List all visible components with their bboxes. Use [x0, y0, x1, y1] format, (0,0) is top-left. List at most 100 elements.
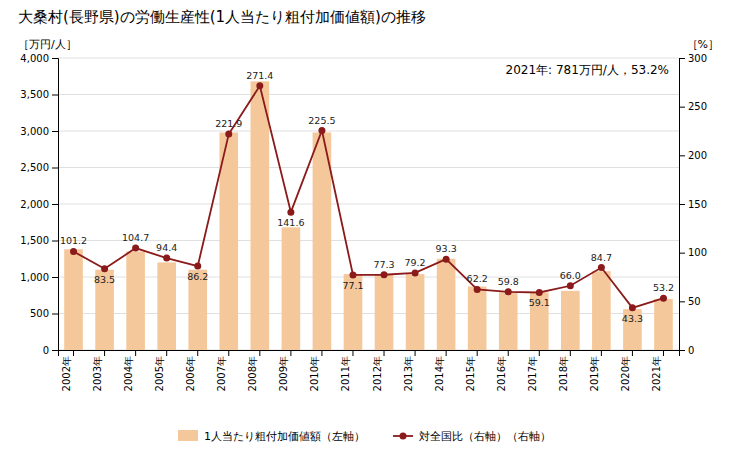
- tick: 2,000: [20, 199, 58, 210]
- tick-label: 2019年: [589, 356, 600, 391]
- legend-swatch: [178, 430, 198, 441]
- tick-mark: [259, 350, 260, 356]
- tick-mark: [539, 350, 540, 356]
- tick: 2013年: [403, 350, 416, 391]
- bar-series: [64, 81, 673, 350]
- tick: 1,500: [20, 235, 58, 246]
- tick: 2009年: [278, 350, 291, 391]
- tick-mark: [104, 350, 105, 356]
- title: 大桑村(長野県)の労働生産性(1人当たり粗付加価値額)の推移: [18, 8, 426, 26]
- chart-container: 05001,0001,5002,0002,5003,0003,5004,0000…: [0, 0, 729, 450]
- tick-mark: [52, 131, 58, 132]
- tick: 2019年: [589, 350, 602, 391]
- tick-label: 2016年: [496, 356, 507, 391]
- bar: [406, 274, 425, 350]
- tick-label: 2,000: [20, 199, 49, 210]
- tick: 3,500: [20, 89, 58, 100]
- legend-item: 対全国比（右軸）（右軸）: [393, 430, 551, 443]
- tick-label: 1,500: [20, 235, 49, 246]
- tick-label: 2018年: [558, 356, 569, 391]
- tick-mark: [508, 350, 509, 356]
- data-label: 271.4: [246, 70, 273, 81]
- tick-label: 2004年: [123, 356, 134, 391]
- tick: 2017年: [527, 350, 540, 391]
- tick-mark: [228, 350, 229, 356]
- tick-label: 2,500: [20, 162, 49, 173]
- bar: [282, 227, 301, 350]
- tick-mark: [679, 301, 685, 302]
- tick: 150: [679, 199, 707, 210]
- tick-label: 2015年: [465, 356, 476, 391]
- marker: [70, 248, 77, 255]
- legend-label: 1人当たり粗付加価値額（左軸）: [204, 430, 365, 443]
- bar: [592, 271, 611, 350]
- data-label: 141.6: [277, 217, 304, 228]
- tick-label: 0: [688, 345, 694, 356]
- grid-line: [58, 240, 679, 241]
- data-label: 104.7: [122, 232, 149, 243]
- tick: 2005年: [154, 350, 167, 391]
- tick: 500: [30, 308, 58, 319]
- bar: [126, 251, 145, 350]
- tick: 2014年: [434, 350, 447, 391]
- y-axis-left: 05001,0001,5002,0002,5003,0003,5004,000: [20, 53, 58, 356]
- grid-line: [58, 131, 679, 132]
- tick-mark: [135, 350, 136, 356]
- axis-line: [680, 59, 686, 351]
- tick: 300: [679, 53, 707, 64]
- marker: [132, 245, 139, 252]
- tick: 2018年: [558, 350, 571, 391]
- tick-label: 0: [43, 345, 49, 356]
- marker: [629, 304, 636, 311]
- tick-mark: [679, 155, 685, 156]
- marker: [287, 209, 294, 216]
- data-label: 43.3: [622, 313, 643, 324]
- bar: [375, 274, 394, 350]
- plot-root: 05001,0001,5002,0002,5003,0003,5004,0000…: [18, 38, 719, 391]
- bar: [654, 299, 673, 350]
- marker: [101, 265, 108, 272]
- tick-label: 300: [688, 53, 707, 64]
- y-axis-right: 050100150200250300: [679, 53, 707, 356]
- tick-label: 2008年: [247, 356, 258, 391]
- line: [74, 86, 664, 308]
- line-series: [70, 82, 667, 311]
- tick: 50: [679, 296, 701, 307]
- data-label: 77.1: [342, 280, 363, 291]
- tick-mark: [601, 350, 602, 356]
- tick: 2015年: [465, 350, 478, 391]
- bar: [561, 291, 580, 350]
- data-label: 62.2: [467, 273, 488, 284]
- grid-line: [58, 167, 679, 168]
- y-axis-label: ［万円/人］: [18, 38, 77, 51]
- marker: [536, 289, 543, 296]
- tick: 2003年: [92, 350, 105, 391]
- marker: [567, 282, 574, 289]
- legend: 1人当たり粗付加価値額（左軸） 対全国比（右軸）（右軸）: [178, 430, 551, 443]
- tick-mark: [52, 58, 58, 59]
- marker: [381, 271, 388, 278]
- axis-line: [59, 351, 680, 357]
- tick-label: 2007年: [216, 356, 227, 391]
- tick: 200: [679, 150, 707, 161]
- tick: 0: [43, 345, 58, 356]
- marker: [318, 127, 325, 134]
- tick-label: 1,000: [20, 272, 49, 283]
- tick-mark: [352, 350, 353, 356]
- tick: 2,500: [20, 162, 58, 173]
- data-label: 59.1: [529, 297, 550, 308]
- marker: [225, 131, 232, 138]
- tick-mark: [663, 350, 664, 356]
- tick-label: 3,500: [20, 89, 49, 100]
- tick-label: 2020年: [620, 356, 631, 391]
- bar: [251, 81, 270, 350]
- marker: [349, 271, 356, 278]
- tick-mark: [632, 350, 633, 356]
- tick-label: 100: [688, 247, 707, 258]
- marker: [660, 295, 667, 302]
- y2-axis-label: ［%］: [687, 38, 719, 51]
- axis-line: [52, 59, 59, 351]
- tick-mark: [52, 277, 58, 278]
- bar: [157, 262, 176, 350]
- tick-label: 2014年: [434, 356, 445, 391]
